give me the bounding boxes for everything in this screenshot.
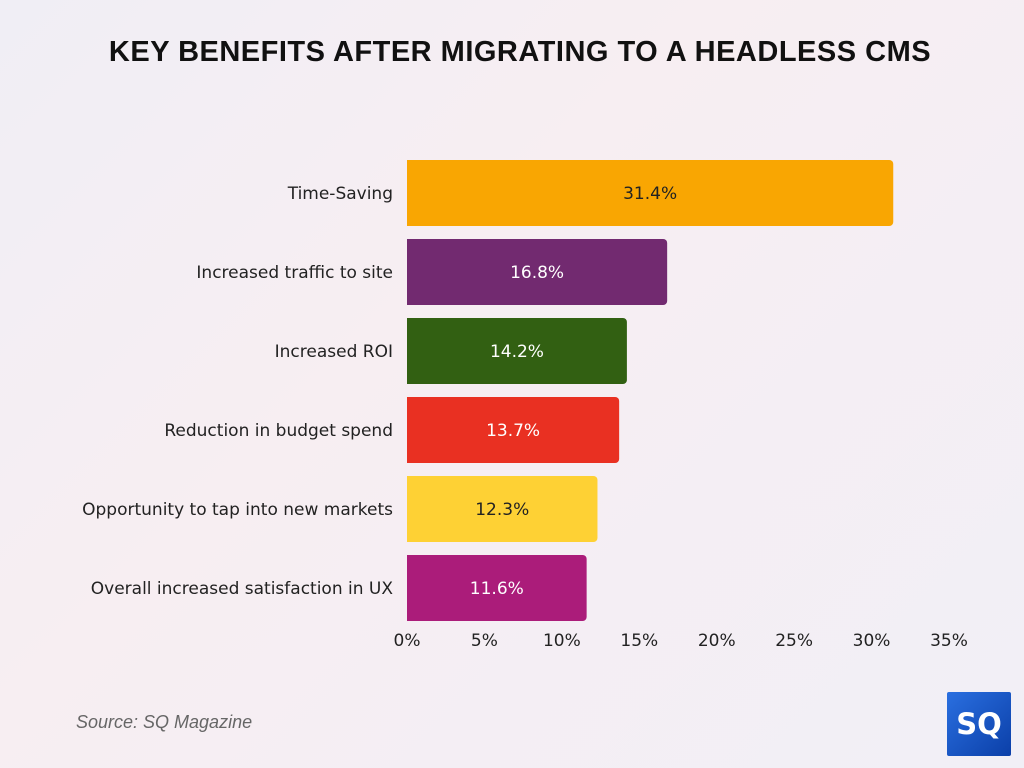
x-tick-label: 0%	[394, 631, 421, 651]
category-label: Time-Saving	[287, 184, 393, 204]
category-label: Increased ROI	[275, 342, 393, 362]
x-tick-label: 15%	[620, 631, 658, 651]
category-label: Opportunity to tap into new markets	[82, 500, 393, 520]
x-tick-label: 5%	[471, 631, 498, 651]
bar	[407, 397, 620, 463]
bar	[407, 239, 668, 305]
x-tick-label: 10%	[543, 631, 581, 651]
x-tick-label: 25%	[775, 631, 813, 651]
x-tick-label: 30%	[853, 631, 891, 651]
data-label: 13.7%	[486, 421, 540, 441]
chart-title: KEY BENEFITS AFTER MIGRATING TO A HEADLE…	[108, 36, 932, 68]
data-label: 16.8%	[510, 263, 564, 283]
data-label: 31.4%	[623, 184, 677, 204]
bar	[407, 318, 627, 384]
bar	[407, 476, 598, 542]
data-label: 11.6%	[470, 579, 524, 599]
category-label: Overall increased satisfaction in UX	[91, 579, 394, 599]
source-note: Source: SQ Magazine	[76, 712, 253, 732]
sq-logo: SQ	[947, 692, 1011, 756]
category-label: Increased traffic to site	[196, 263, 393, 283]
data-label: 14.2%	[490, 342, 544, 362]
x-tick-label: 35%	[930, 631, 968, 651]
bar	[407, 160, 894, 226]
bar	[407, 555, 587, 621]
data-label: 12.3%	[475, 500, 529, 520]
category-label: Reduction in budget spend	[164, 421, 393, 441]
x-tick-label: 20%	[698, 631, 736, 651]
